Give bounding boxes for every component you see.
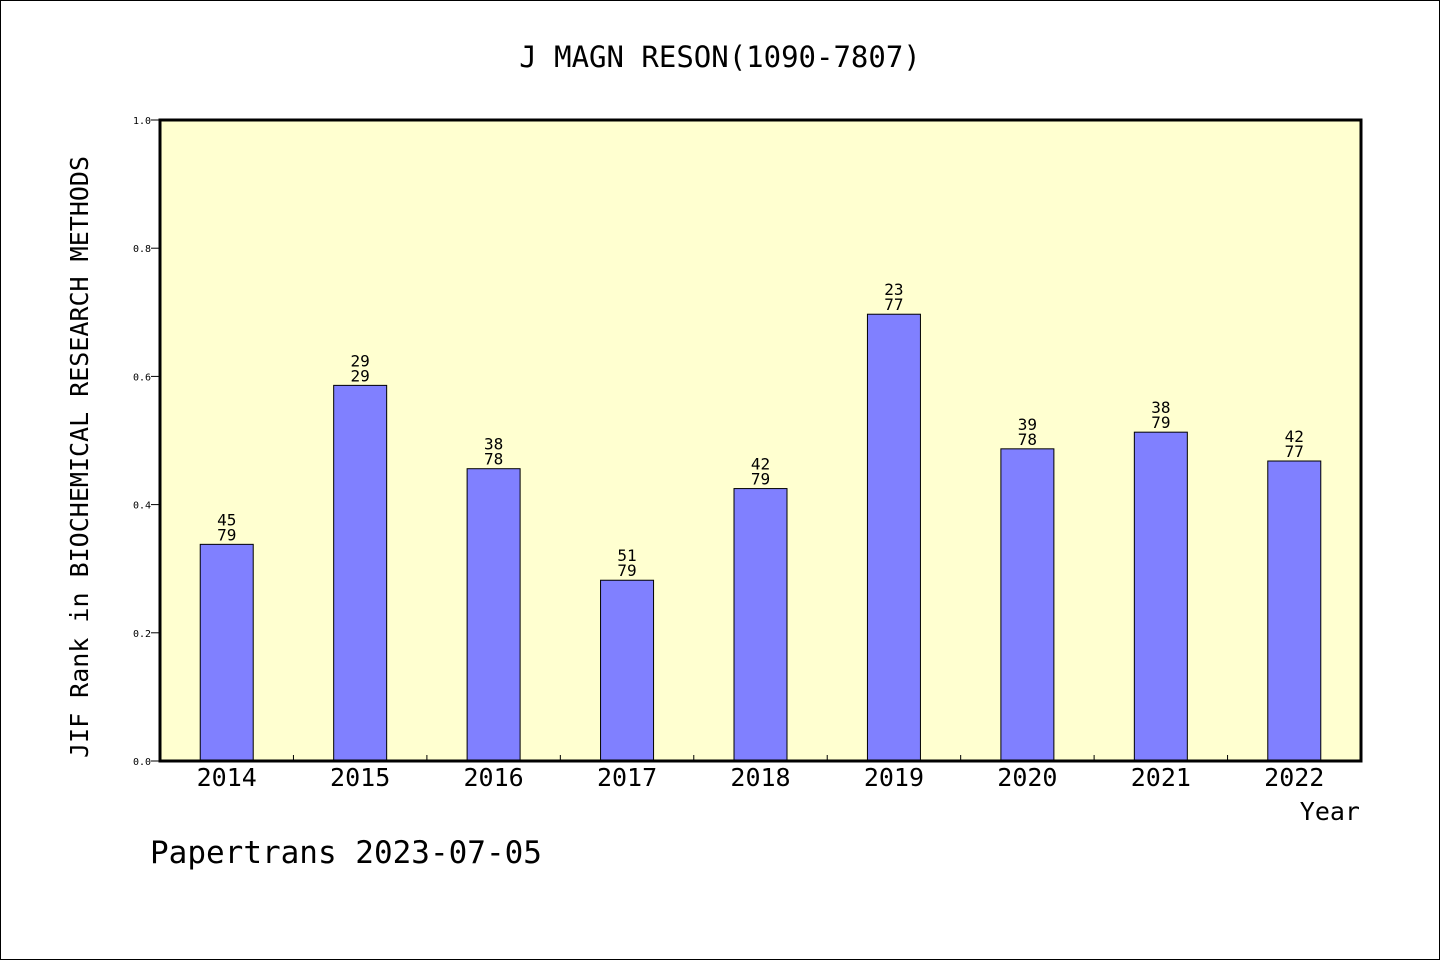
x-tick-label: 2017 — [597, 763, 657, 792]
x-tick-label: 2014 — [197, 763, 257, 792]
chart-title: J MAGN RESON(1090-7807) — [519, 40, 921, 74]
x-tick-label: 2022 — [1264, 763, 1324, 792]
y-tick-label: 0.0 — [133, 757, 151, 768]
x-tick-label: 2015 — [330, 763, 390, 792]
bar-2017 — [600, 579, 655, 762]
bar-total-label: 77 — [884, 295, 903, 314]
bar-rank-label: 51 — [617, 546, 636, 565]
bar-total-label: 79 — [217, 525, 236, 544]
y-tick-label: 1.0 — [133, 116, 151, 127]
footer-text: Papertrans 2023-07-05 — [150, 835, 542, 871]
bar-2021 — [1133, 431, 1188, 762]
bar-rank-label: 38 — [1151, 398, 1170, 417]
bar-2016 — [466, 468, 521, 762]
x-axis-ticks: 2014 2015 2016 2017 2018 2019 2020 2021 2022 — [197, 755, 1324, 792]
bar-rank-label: 39 — [1018, 415, 1037, 434]
bar-2018 — [733, 488, 788, 762]
x-tick-label: 2019 — [864, 763, 924, 792]
bar-2020 — [1000, 448, 1055, 762]
bar-total-label: 79 — [617, 561, 636, 580]
bar-2014 — [199, 543, 254, 762]
bar-total-label: 79 — [1151, 413, 1170, 432]
bar-rank-label: 42 — [751, 455, 770, 474]
plot-border — [158, 118, 1363, 763]
y-tick-label: 0.4 — [133, 501, 151, 512]
bar-total-label: 29 — [351, 366, 370, 385]
x-tick-label: 2018 — [730, 763, 790, 792]
y-tick-label: 0.6 — [133, 372, 151, 383]
bar-total-label: 78 — [484, 450, 503, 469]
y-tick-label: 0.8 — [133, 244, 151, 255]
bar-rank-label: 42 — [1285, 427, 1304, 446]
bar-total-label: 79 — [751, 470, 770, 489]
bar-rank-label: 45 — [217, 510, 236, 529]
bar-total-label: 77 — [1285, 442, 1304, 461]
bar-rank-label: 23 — [884, 280, 903, 299]
bar-2022 — [1267, 460, 1322, 762]
bar-2019 — [866, 313, 921, 762]
bar-rank-label: 29 — [351, 351, 370, 370]
x-tick-label: 2020 — [997, 763, 1057, 792]
x-tick-label: 2021 — [1131, 763, 1191, 792]
bar-rank-label: 38 — [484, 435, 503, 454]
x-axis-label: Year — [1300, 797, 1360, 826]
bar-2015 — [333, 384, 388, 762]
y-axis-label: JIF Rank in BIOCHEMICAL RESEARCH METHODS — [65, 156, 94, 758]
x-tick-label: 2016 — [464, 763, 524, 792]
y-tick-label: 0.2 — [133, 629, 151, 640]
y-axis-ticks: 0.0 0.2 0.4 0.6 0.8 1.0 — [133, 116, 160, 768]
bar-total-label: 78 — [1018, 430, 1037, 449]
